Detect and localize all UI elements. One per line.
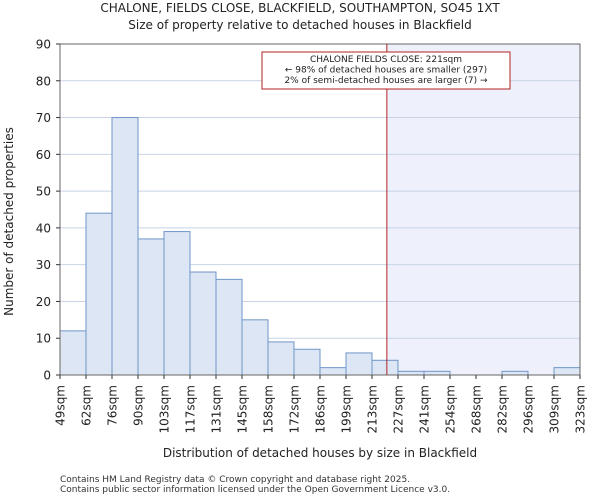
- x-tick-label-158sqm: 158sqm: [262, 385, 276, 433]
- bar-227sqm: [397, 370, 425, 376]
- bar-186sqm: [319, 367, 347, 376]
- bar-213sqm: [371, 359, 399, 376]
- x-tick-label-117sqm: 117sqm: [184, 385, 198, 433]
- bar-282sqm: [501, 370, 529, 376]
- y-tick-label-6: 60: [36, 148, 51, 162]
- x-tick-label-282sqm: 282sqm: [496, 385, 510, 433]
- x-tick-label-172sqm: 172sqm: [288, 385, 302, 433]
- annotation-line-3: 2% of semi-detached houses are larger (7…: [284, 76, 488, 86]
- bar-131sqm: [215, 278, 243, 376]
- y-axis-label: Number of detached properties: [2, 127, 16, 316]
- x-tick-label-186sqm: 186sqm: [314, 385, 328, 433]
- bar-62sqm: [85, 212, 113, 376]
- x-tick-label-241sqm: 241sqm: [418, 385, 432, 433]
- y-tick-label-5: 50: [36, 185, 51, 199]
- x-tick-label-213sqm: 213sqm: [366, 385, 380, 433]
- bar-199sqm: [345, 352, 373, 376]
- y-tick-label-1: 10: [36, 332, 51, 346]
- x-tick-label-227sqm: 227sqm: [392, 385, 406, 433]
- x-tick-label-145sqm: 145sqm: [236, 385, 250, 433]
- bar-117sqm: [189, 271, 217, 376]
- x-tick-label-131sqm: 131sqm: [210, 385, 224, 433]
- y-tick-label-7: 70: [36, 111, 51, 125]
- y-tick-label-2: 20: [36, 295, 51, 309]
- footer-licence: Contains public sector information licen…: [60, 485, 451, 495]
- x-tick-label-323sqm: 323sqm: [574, 385, 588, 433]
- y-tick-label-3: 30: [36, 258, 51, 272]
- bar-158sqm: [267, 341, 295, 376]
- annotation-line-1: CHALONE FIELDS CLOSE: 221sqm: [310, 55, 462, 65]
- chart-title: CHALONE, FIELDS CLOSE, BLACKFIELD, SOUTH…: [100, 1, 500, 15]
- y-tick-label-0: 0: [43, 369, 51, 383]
- x-tick-label-76sqm: 76sqm: [106, 385, 120, 426]
- x-tick-label-254sqm: 254sqm: [444, 385, 458, 433]
- x-tick-label-103sqm: 103sqm: [158, 385, 172, 433]
- larger-region-shade: [386, 44, 580, 375]
- bar-49sqm: [59, 330, 87, 376]
- x-tick-label-296sqm: 296sqm: [522, 385, 536, 433]
- y-tick-label-4: 40: [36, 221, 51, 235]
- annotation-box: [261, 51, 511, 90]
- chart-subtitle: Size of property relative to detached ho…: [128, 18, 472, 32]
- annotation-line-2: ← 98% of detached houses are smaller (29…: [285, 66, 487, 76]
- x-tick-label-309sqm: 309sqm: [548, 385, 562, 433]
- bar-145sqm: [241, 319, 269, 376]
- y-tick-label-9: 90: [36, 38, 51, 52]
- x-tick-label-268sqm: 268sqm: [470, 385, 484, 433]
- x-tick-label-49sqm: 49sqm: [54, 385, 68, 426]
- y-tick-label-8: 80: [36, 74, 51, 88]
- bar-103sqm: [163, 231, 191, 376]
- bar-76sqm: [111, 117, 139, 376]
- x-axis-label: Distribution of detached houses by size …: [163, 446, 477, 460]
- x-tick-label-90sqm: 90sqm: [132, 385, 146, 426]
- bar-309sqm: [553, 367, 581, 376]
- bar-90sqm: [137, 238, 165, 376]
- x-tick-label-199sqm: 199sqm: [340, 385, 354, 433]
- bar-241sqm: [423, 370, 451, 376]
- bar-172sqm: [293, 348, 321, 376]
- footer-copyright: Contains HM Land Registry data © Crown c…: [60, 475, 411, 485]
- x-tick-label-62sqm: 62sqm: [80, 385, 94, 426]
